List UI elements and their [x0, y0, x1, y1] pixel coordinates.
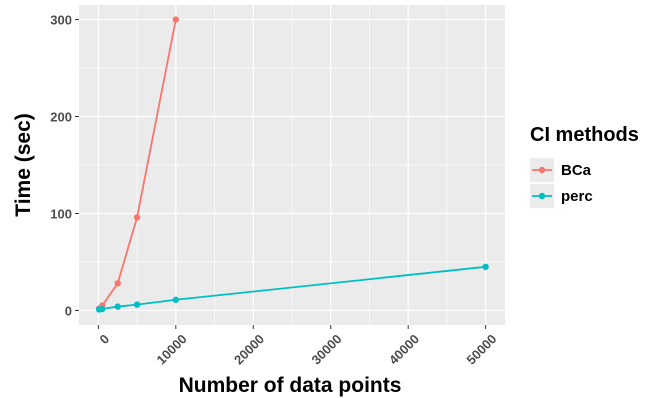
x-tick-label: 10000: [154, 331, 190, 367]
y-tick-label: 0: [65, 303, 72, 318]
legend-key-point: [538, 166, 546, 174]
grid-major: [79, 5, 505, 325]
legend-label: BCa: [561, 162, 592, 179]
y-axis-title: Time (sec): [12, 113, 35, 217]
legend-key-point: [538, 192, 546, 200]
series-layer: [95, 16, 489, 313]
x-tick-label: 30000: [308, 331, 344, 367]
data-point-BCa: [114, 280, 121, 287]
y-tick-label: 100: [50, 206, 72, 221]
x-tick-label: 0: [97, 331, 113, 347]
data-point-perc: [482, 263, 489, 271]
legend-label: perc: [561, 188, 593, 205]
legend: CI methods BCa perc: [530, 124, 639, 208]
y-tick-label: 200: [50, 110, 72, 125]
y-tick-label: 300: [50, 13, 72, 28]
data-point-perc: [172, 296, 180, 303]
data-point-perc: [99, 305, 106, 313]
legend-title: CI methods: [530, 124, 639, 146]
x-tick-label: 40000: [386, 331, 422, 367]
data-point-BCa: [172, 16, 180, 23]
x-axis-ticks: 0 10000 20000 30000 40000 50000: [97, 325, 500, 367]
grid-minor: [79, 5, 505, 325]
data-point-perc: [114, 303, 121, 310]
x-tick-label: 20000: [231, 331, 267, 367]
x-axis-title: Number of data points: [179, 374, 402, 397]
x-tick-label: 50000: [463, 331, 499, 367]
legend-items: BCa perc: [530, 158, 593, 208]
y-axis-ticks: 0 100 200 300: [50, 13, 79, 318]
data-point-perc: [133, 301, 141, 308]
data-point-BCa: [133, 214, 141, 221]
